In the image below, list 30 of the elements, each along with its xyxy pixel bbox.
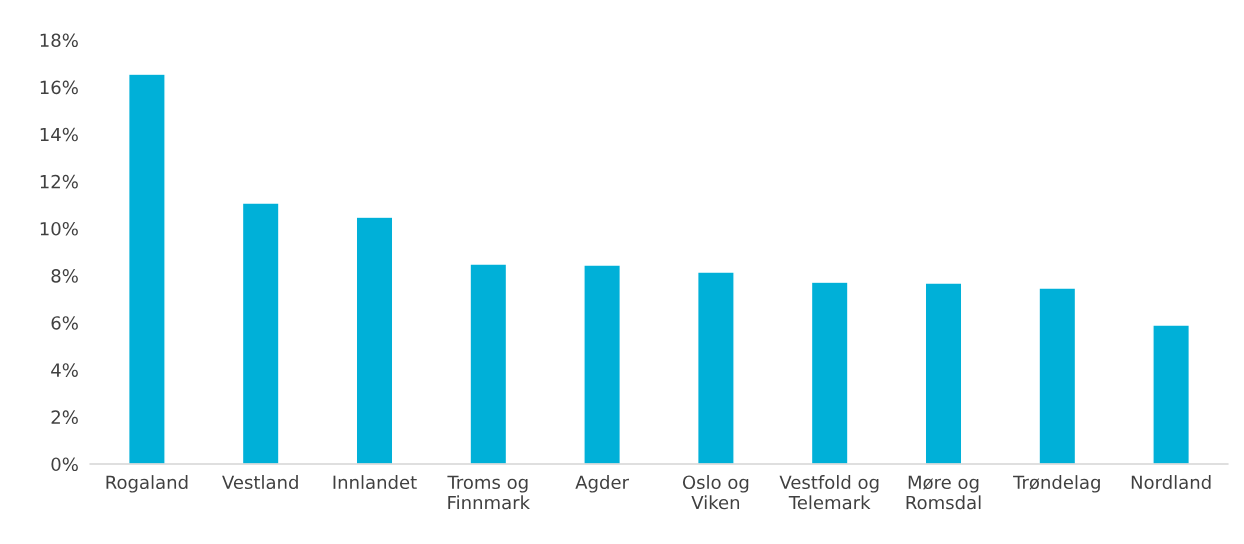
x-tick-label: Vestfold og Telemark: [779, 475, 879, 510]
bar: [1152, 324, 1191, 464]
bar: [1038, 287, 1077, 464]
y-tick-label: 8%: [51, 269, 78, 283]
bar: [583, 264, 622, 464]
y-tick-label: 2%: [51, 410, 78, 425]
bar: [127, 73, 166, 464]
bar: [355, 216, 394, 464]
y-tick-label: 0%: [51, 457, 78, 472]
y-tick-label: 4%: [51, 363, 78, 377]
bar: [924, 282, 963, 464]
bar: [696, 271, 735, 464]
y-tick-label: 10%: [40, 221, 78, 236]
x-tick-label: Troms og Finnmark: [447, 475, 531, 510]
y-tick-label: 12%: [40, 174, 78, 189]
x-tick-label: Nordland: [1131, 475, 1211, 490]
bar: [241, 202, 280, 464]
x-tick-label: Oslo og Viken: [682, 475, 749, 510]
bar: [469, 263, 508, 464]
x-tick-label: Vestland: [222, 475, 298, 490]
bar: [810, 281, 849, 464]
y-tick-label: 14%: [40, 127, 78, 142]
x-tick-label: Møre og Romsdal: [906, 475, 981, 510]
x-tick-label: Innlandet: [333, 475, 417, 490]
x-tick-label: Rogaland: [106, 475, 188, 493]
x-tick-label: Agder: [575, 475, 629, 493]
y-tick-label: 16%: [40, 80, 78, 95]
y-tick-label: 6%: [51, 316, 78, 330]
x-tick-label: Trøndelag: [1013, 475, 1100, 493]
y-tick-label: 18%: [40, 33, 78, 48]
